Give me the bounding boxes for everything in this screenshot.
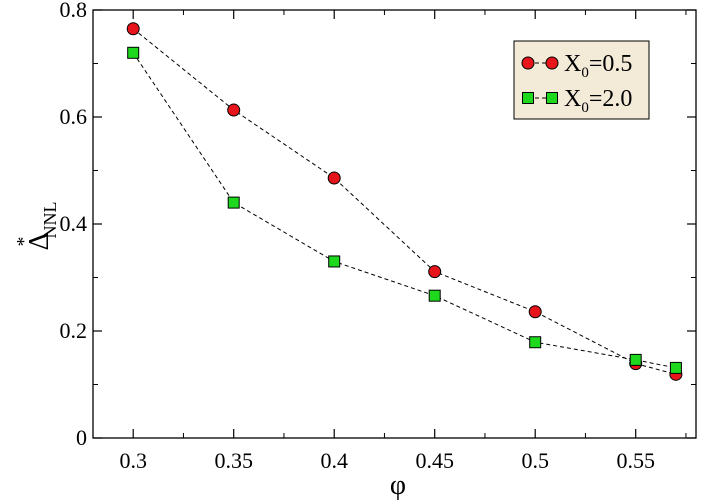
legend-label-sub: 0 — [581, 65, 589, 81]
x-tick-label: 0.5 — [521, 448, 549, 473]
legend-label: X0=0.5 — [564, 51, 632, 81]
legend-entries: X0=0.5X0=2.0 — [521, 51, 632, 116]
x-tick-label: 0.3 — [119, 448, 147, 473]
data-point-circle — [126, 22, 140, 36]
y-tick-label: 0.8 — [60, 0, 88, 22]
legend-box — [513, 40, 650, 120]
data-point-circle — [528, 305, 542, 319]
legend-label-sub: 0 — [581, 100, 589, 116]
y-tick-label: 0 — [76, 425, 87, 450]
x-axis-ticks: 0.3 0.35 0.4 0.45 0.5 0.55 — [119, 10, 687, 473]
legend-entry-2: X0=2.0 — [522, 86, 632, 116]
legend-marker — [521, 56, 535, 70]
x-axis-label: φ — [390, 470, 406, 500]
y-axis-label: Δ* NNL — [13, 201, 60, 250]
legend-label-main: X — [564, 86, 581, 112]
y-tick-label: 0.4 — [60, 211, 88, 236]
data-point-circle — [227, 103, 241, 117]
y-axis-label-main: Δ — [24, 232, 55, 250]
x-axis-title: φ — [390, 470, 406, 500]
y-axis-ticks: 0 0.2 0.4 0.6 0.8 — [60, 0, 696, 450]
legend-marker — [522, 92, 534, 104]
legend: X0=0.5X0=2.0 — [513, 40, 650, 120]
x-tick-label: 0.45 — [415, 448, 454, 473]
x-tick-label: 0.4 — [320, 448, 348, 473]
data-point-square — [669, 361, 682, 374]
y-axis-title: Δ* NNL — [13, 201, 60, 250]
legend-label-rest: =2.0 — [589, 86, 633, 112]
legend-label-rest: =0.5 — [589, 51, 633, 77]
x-tick-label: 0.55 — [616, 448, 655, 473]
legend-entry-1: X0=0.5 — [521, 51, 632, 81]
data-point-square — [227, 196, 240, 209]
series-layer — [126, 22, 683, 381]
y-axis-label-subscript: NNL — [40, 201, 60, 238]
legend-label-main: X — [564, 51, 581, 77]
series-2 — [127, 46, 682, 374]
y-axis-label-superscript: * — [13, 236, 35, 246]
data-point-square — [127, 46, 140, 59]
legend-label: X0=2.0 — [564, 86, 632, 116]
data-point-circle — [428, 265, 442, 279]
y-tick-label: 0.6 — [60, 104, 88, 129]
x-tick-label: 0.35 — [214, 448, 253, 473]
legend-marker — [546, 92, 558, 104]
data-point-square — [629, 353, 642, 366]
data-point-circle — [327, 171, 341, 185]
data-point-square — [428, 289, 441, 302]
data-point-square — [328, 255, 341, 268]
legend-marker — [545, 56, 559, 70]
data-point-square — [529, 336, 542, 349]
y-tick-label: 0.2 — [60, 318, 88, 343]
